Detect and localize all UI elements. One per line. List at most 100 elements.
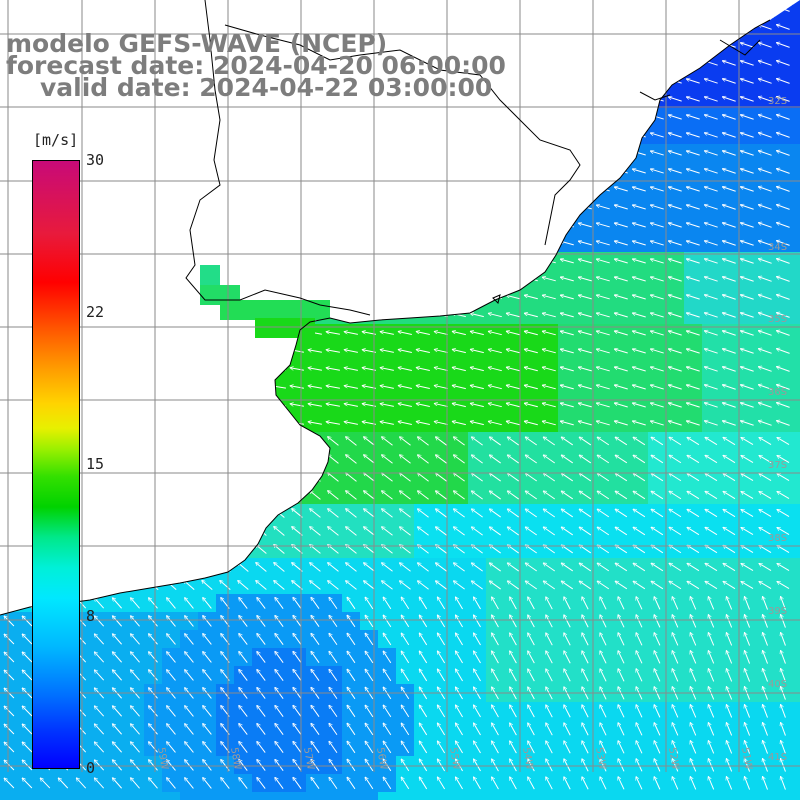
wind-arrow [380, 332, 394, 335]
wind-arrow [329, 615, 338, 628]
wind-arrow [489, 563, 501, 572]
wind-arrow [741, 509, 754, 518]
wind-arrow [381, 491, 393, 500]
wind-arrow [326, 332, 340, 335]
wind-arrow [704, 79, 718, 84]
wind-arrow [633, 491, 646, 500]
wind-arrow [686, 187, 700, 192]
wind-arrow [723, 563, 736, 572]
wind-arrow [669, 437, 682, 446]
wind-arrow [399, 491, 411, 500]
wind-arrow [416, 367, 430, 371]
wind-arrow [650, 403, 664, 408]
wind-arrow [651, 563, 664, 572]
wind-arrow [668, 259, 682, 264]
wind-arrow [346, 581, 357, 590]
wind-arrow [434, 331, 448, 336]
wind-arrow [633, 581, 646, 590]
colorbar-unit: [m/s] [33, 131, 79, 149]
wind-arrow [542, 277, 556, 282]
wind-arrow [346, 563, 357, 572]
wind-arrow [471, 563, 483, 572]
wind-arrow [326, 386, 340, 389]
wind-arrow [293, 615, 302, 627]
wind-arrow [167, 634, 176, 645]
wind-arrow [311, 633, 320, 646]
wind-arrow [380, 350, 394, 353]
wind-arrow [328, 581, 339, 590]
wind-arrow [344, 332, 358, 335]
wind-arrow [687, 455, 700, 464]
wind-arrow [668, 97, 682, 102]
wind-arrow [776, 151, 790, 156]
wind-arrow [275, 597, 284, 609]
wind-arrow [669, 491, 682, 500]
wind-arrow [434, 421, 448, 426]
wind-arrow [650, 277, 664, 282]
wind-arrow [687, 563, 700, 572]
wind-arrow [363, 455, 375, 464]
wind-arrow [506, 313, 520, 318]
wind-arrow [686, 169, 700, 174]
wind-arrow [381, 581, 393, 590]
wind-arrow [597, 437, 610, 446]
wind-arrow [112, 634, 122, 645]
wind-arrow [542, 367, 556, 372]
wind-arrow [434, 367, 448, 372]
wind-arrow [687, 509, 700, 518]
wind-arrow [758, 115, 772, 120]
wind-arrow [311, 615, 320, 628]
wind-arrow [615, 509, 628, 518]
wind-arrow [672, 597, 679, 610]
wind-arrow [723, 509, 736, 518]
wind-arrow [722, 259, 736, 264]
wind-arrow [633, 563, 646, 572]
wind-arrow [578, 349, 592, 354]
wind-arrow [148, 616, 158, 627]
wind-arrow [524, 331, 538, 336]
wind-arrow [759, 563, 772, 571]
wind-arrow [740, 331, 754, 336]
wind-arrow [686, 205, 700, 210]
wind-arrow [4, 616, 15, 627]
wind-arrow [203, 634, 212, 645]
wind-arrow [704, 403, 718, 408]
wind-arrow [687, 581, 700, 590]
wind-arrow [650, 133, 664, 138]
wind-arrow [708, 597, 715, 610]
wind-arrow [455, 597, 463, 610]
wind-arrow [578, 331, 592, 336]
wind-arrow [614, 421, 628, 426]
wind-arrow [758, 367, 772, 372]
wind-arrow [453, 527, 465, 536]
wind-arrow [615, 473, 628, 482]
wind-arrow [722, 223, 736, 228]
wind-arrow [651, 491, 664, 500]
wind-arrow [722, 295, 736, 300]
wind-arrow [596, 313, 610, 318]
wind-arrow [758, 421, 772, 426]
wind-arrow [687, 527, 700, 536]
wind-arrow [525, 455, 538, 464]
wind-arrow [416, 331, 430, 335]
wind-arrow [650, 259, 664, 264]
lat-label: 37S [768, 460, 787, 471]
wind-arrow [524, 295, 538, 300]
wind-arrow [596, 367, 610, 372]
wind-arrow [167, 616, 176, 627]
wind-arrow [238, 580, 249, 590]
wind-arrow [578, 385, 592, 390]
wind-arrow [308, 368, 322, 371]
wind-arrow [668, 421, 682, 426]
wind-arrow [704, 241, 718, 246]
wind-arrow [740, 223, 754, 228]
wind-arrow [776, 79, 790, 84]
wind-arrow [488, 349, 502, 354]
wind-arrow [740, 97, 754, 102]
wind-arrow [758, 277, 772, 282]
wind-arrow [744, 614, 751, 628]
wind-arrow [435, 509, 447, 518]
wind-arrow [759, 473, 772, 481]
wind-arrow [618, 615, 625, 628]
wind-arrow [722, 187, 736, 192]
